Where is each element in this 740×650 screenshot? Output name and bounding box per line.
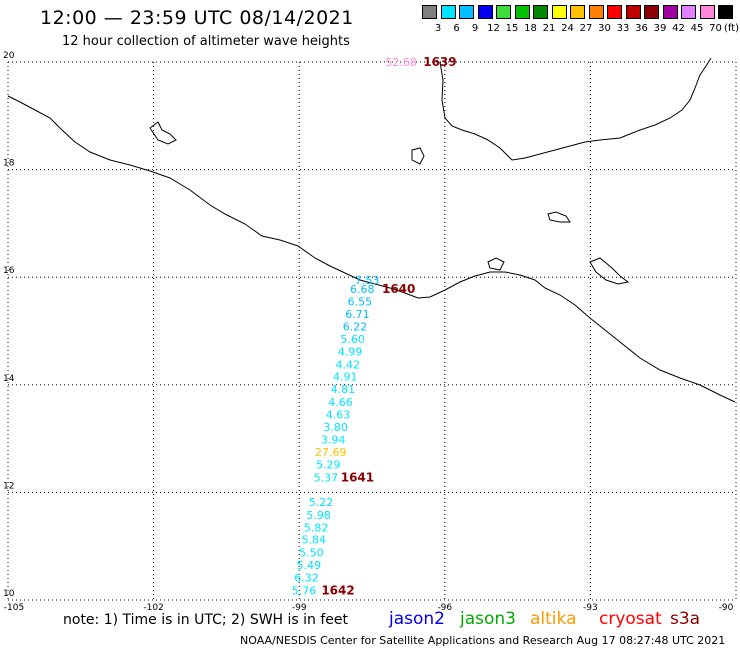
satellite-name: s3a xyxy=(670,609,701,629)
legend-label: 42 xyxy=(672,23,685,34)
latitude-label: 18 xyxy=(3,159,15,169)
longitude-label: -93 xyxy=(583,603,598,613)
satellite-name: altika xyxy=(530,609,577,629)
legend-label: 12 xyxy=(487,23,500,34)
legend-label: 3 xyxy=(434,23,442,34)
satellite-name: cryosat xyxy=(599,609,662,629)
latitude-label: 12 xyxy=(3,481,14,491)
longitude-label: -105 xyxy=(4,603,24,613)
latitude-label: 10 xyxy=(3,589,15,599)
wave-height-value: 5.50 xyxy=(299,547,324,560)
legend-swatch xyxy=(588,5,604,19)
island-d xyxy=(589,257,630,285)
wave-height-value: 5.60 xyxy=(340,333,365,346)
legend-swatch xyxy=(681,5,696,19)
wave-height-value: 52.68 xyxy=(385,56,417,69)
longitude-label: -96 xyxy=(437,603,452,613)
wave-height-value: 3.94 xyxy=(321,434,346,447)
island-b xyxy=(411,147,425,165)
satellite-name: jason2 xyxy=(389,609,445,629)
gulf-of-mexico-coast xyxy=(439,57,712,161)
latitude-label: 20 xyxy=(3,51,15,61)
legend-swatch xyxy=(570,5,585,19)
credit-line: NOAA/NESDIS Center for Satellite Applica… xyxy=(240,634,726,647)
satellite-name: jason3 xyxy=(460,609,516,629)
legend-swatch xyxy=(699,5,715,19)
legend-swatch xyxy=(662,5,678,19)
wave-height-value: 5.29 xyxy=(316,458,341,471)
wave-height-value: 5.76 xyxy=(292,584,317,597)
legend-label: 33 xyxy=(616,23,630,34)
legend-swatch xyxy=(533,5,548,19)
legend-swatch xyxy=(625,5,641,19)
longitude-label: -102 xyxy=(143,603,163,613)
wave-height-value: 6.71 xyxy=(345,308,370,321)
wave-height-value: 27.69 xyxy=(315,446,347,459)
latitude-label: 16 xyxy=(3,266,15,276)
legend-swatch xyxy=(459,5,474,19)
wave-height-value: 5.98 xyxy=(306,509,331,522)
legend-swatch xyxy=(607,5,622,19)
wave-height-value: 5.84 xyxy=(302,534,327,547)
map-grid: 20 18 16 14 12 10 -105 -102 -99 -96 -93 -90 xyxy=(3,51,737,613)
wave-height-value: 6.22 xyxy=(343,321,368,334)
legend-swatch xyxy=(644,5,659,19)
wave-height-value: 4.91 xyxy=(333,371,358,384)
wave-height-value: 5.22 xyxy=(309,496,334,509)
wave-height-value: 5.37 xyxy=(314,471,339,484)
wave-height-value: 5.82 xyxy=(304,521,329,534)
wave-height-value: 6.68 xyxy=(350,283,375,296)
units-note: note: 1) Time is in UTC; 2) SWH is in fe… xyxy=(63,612,349,628)
legend-unit: (ft) xyxy=(723,23,740,34)
longitude-label: -99 xyxy=(292,603,307,613)
pass-time-label: 1641 xyxy=(341,470,374,484)
legend-label: 24 xyxy=(561,23,574,34)
legend-label: 21 xyxy=(542,23,556,34)
wave-height-value: 4.99 xyxy=(338,345,363,358)
legend-swatch xyxy=(514,5,530,19)
mexico-pacific-coast xyxy=(7,95,736,403)
wave-height-value: 4.42 xyxy=(335,358,360,371)
legend-swatch xyxy=(551,5,567,19)
wave-height-value: 4.81 xyxy=(331,383,356,396)
wave-height-value: 6.32 xyxy=(294,571,319,584)
legend-label: 15 xyxy=(505,23,519,34)
wave-height-value: 4.66 xyxy=(328,396,353,409)
legend-label: 45 xyxy=(690,23,704,34)
legend-label: 39 xyxy=(653,23,667,34)
altimeter-track: 52.68 7.536.686.556.716.225.604.994.424.9… xyxy=(292,55,457,597)
page-title: 12:00 — 23:59 UTC 08/14/2021 xyxy=(40,7,354,29)
legend-label: 27 xyxy=(579,23,593,34)
legend-label: 18 xyxy=(524,23,537,34)
longitude-label: -90 xyxy=(719,603,734,613)
wave-height-value: 4.63 xyxy=(326,408,351,421)
legend-label: 30 xyxy=(598,23,611,34)
pass-time-label: 1640 xyxy=(382,282,415,296)
legend-label: 6 xyxy=(453,23,460,34)
pass-time-label: 1639 xyxy=(423,55,456,69)
wave-height-value: 6.55 xyxy=(348,295,373,308)
legend-label: 36 xyxy=(635,23,648,34)
coastline xyxy=(7,57,736,403)
legend-swatch xyxy=(440,5,456,19)
island-a xyxy=(149,121,177,145)
legend-label: 9 xyxy=(471,23,479,34)
pass-time-label: 1642 xyxy=(321,583,354,597)
legend-swatch xyxy=(718,5,733,19)
island-c xyxy=(547,211,571,223)
island-e xyxy=(487,257,505,271)
page-subtitle: 12 hour collection of altimeter wave hei… xyxy=(62,34,350,49)
legend-label: 70 xyxy=(709,23,722,34)
wave-height-value: 5.49 xyxy=(297,559,322,572)
legend-swatch xyxy=(422,5,437,19)
wave-height-value: 3.80 xyxy=(323,421,348,434)
wave-height-value: 7.53 xyxy=(355,274,380,287)
latitude-label: 14 xyxy=(3,374,15,384)
legend-swatch xyxy=(496,5,511,19)
legend-swatch xyxy=(477,5,493,19)
